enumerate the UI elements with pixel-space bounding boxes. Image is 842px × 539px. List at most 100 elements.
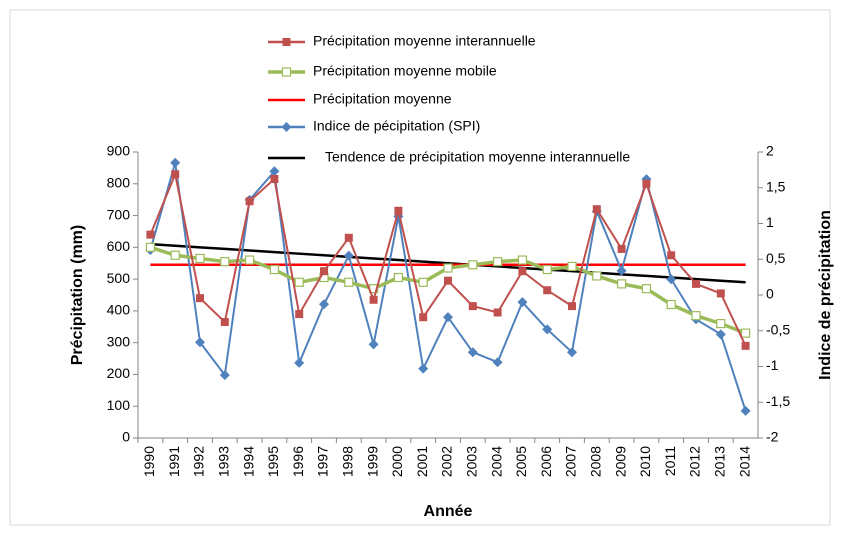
data-point [492, 357, 503, 368]
x-tick-label: 1992 [191, 446, 207, 477]
y-tick-label: 900 [107, 143, 131, 159]
y-tick-label: 600 [107, 238, 131, 254]
y2-tick-label: -2 [766, 429, 779, 445]
y-axis-label: Précipitation (mm) [69, 225, 86, 365]
x-tick-label: 2011 [662, 446, 678, 476]
x-tick-label: 1991 [166, 446, 182, 477]
data-point [666, 274, 677, 285]
data-point [320, 267, 328, 276]
data-point [617, 244, 626, 253]
y-tick-label: 200 [107, 365, 131, 381]
data-point [344, 233, 353, 242]
data-point [616, 265, 627, 276]
data-point [170, 157, 181, 168]
y-tick-label: 800 [107, 174, 131, 190]
data-point [269, 264, 279, 275]
data-point [269, 166, 280, 177]
data-point [567, 261, 577, 271]
x-tick-label: 2008 [588, 446, 604, 477]
y-tick-label: 400 [107, 302, 131, 318]
series-line [150, 242, 746, 284]
y2-tick-label: 0,5 [766, 250, 786, 266]
y-tick-label: 700 [107, 206, 131, 222]
x-tick-label: 1995 [265, 446, 281, 477]
data-point [220, 318, 229, 327]
data-point [691, 311, 701, 321]
data-point [716, 289, 725, 298]
data-point [245, 197, 254, 206]
data-point [294, 357, 305, 368]
data-point [716, 319, 726, 329]
x-tick-label: 2002 [439, 446, 455, 477]
x-tick-label: 2007 [563, 446, 579, 477]
data-point [740, 405, 751, 416]
x-tick-label: 1994 [240, 446, 256, 477]
data-point [393, 272, 403, 283]
data-point [418, 363, 429, 374]
y2-axis-label: Indice de précipitation [817, 210, 834, 380]
data-point [270, 175, 279, 184]
data-point [741, 341, 750, 350]
x-tick-label: 2000 [389, 446, 405, 477]
data-point [542, 324, 553, 335]
y2-tick-label: 1,5 [766, 178, 786, 194]
data-point [666, 299, 676, 310]
x-tick-label: 2003 [464, 446, 480, 477]
y2-tick-label: 1 [766, 214, 774, 230]
legend-marker [282, 38, 291, 46]
data-point [568, 302, 576, 311]
x-tick-label: 2009 [612, 446, 628, 477]
data-point [295, 310, 304, 319]
y2-tick-label: 2 [766, 143, 774, 159]
data-point [467, 347, 478, 358]
data-point [518, 267, 527, 276]
data-point [419, 313, 428, 322]
y-tick-label: 500 [107, 270, 131, 286]
x-tick-label: 2001 [414, 446, 430, 477]
data-point [443, 312, 453, 323]
data-point [319, 299, 329, 310]
x-axis-label: Année [424, 503, 473, 520]
data-point [343, 250, 354, 261]
legend-marker [281, 67, 292, 77]
data-point [220, 257, 230, 267]
data-point [171, 170, 180, 179]
data-point [369, 295, 378, 304]
x-tick-label: 1998 [340, 446, 356, 477]
data-point [641, 284, 652, 294]
x-tick-label: 2012 [687, 446, 703, 477]
data-point [592, 205, 601, 214]
data-point [468, 302, 477, 311]
data-point [219, 370, 230, 381]
legend-label: Précipitation moyenne interannuelle [313, 33, 536, 49]
data-point [715, 329, 726, 340]
data-point [444, 276, 452, 285]
x-tick-label: 2010 [637, 446, 653, 477]
data-point [443, 263, 453, 273]
legend-marker [281, 122, 292, 132]
chart-frame [9, 9, 831, 526]
x-tick-label: 2005 [513, 446, 529, 477]
data-point [368, 339, 379, 350]
x-tick-label: 2006 [538, 446, 554, 477]
data-point [642, 179, 651, 188]
data-point [517, 297, 528, 308]
data-point [418, 277, 428, 287]
data-point [517, 255, 528, 265]
y-tick-label: 0 [122, 429, 130, 445]
data-point [145, 242, 155, 252]
data-point [195, 253, 205, 264]
data-point [616, 279, 627, 289]
data-point [344, 277, 354, 287]
y2-tick-label: -0,5 [766, 321, 790, 337]
data-point [394, 206, 403, 215]
x-tick-label: 1990 [141, 446, 157, 477]
y2-tick-label: -1 [766, 357, 779, 373]
data-point [542, 264, 552, 275]
data-point [493, 308, 502, 317]
x-tick-label: 2014 [736, 446, 752, 477]
y-tick-label: 100 [107, 397, 131, 413]
legend-label: Indice de pécipitation (SPI) [313, 118, 480, 134]
data-point [146, 230, 155, 239]
data-point [567, 347, 577, 358]
